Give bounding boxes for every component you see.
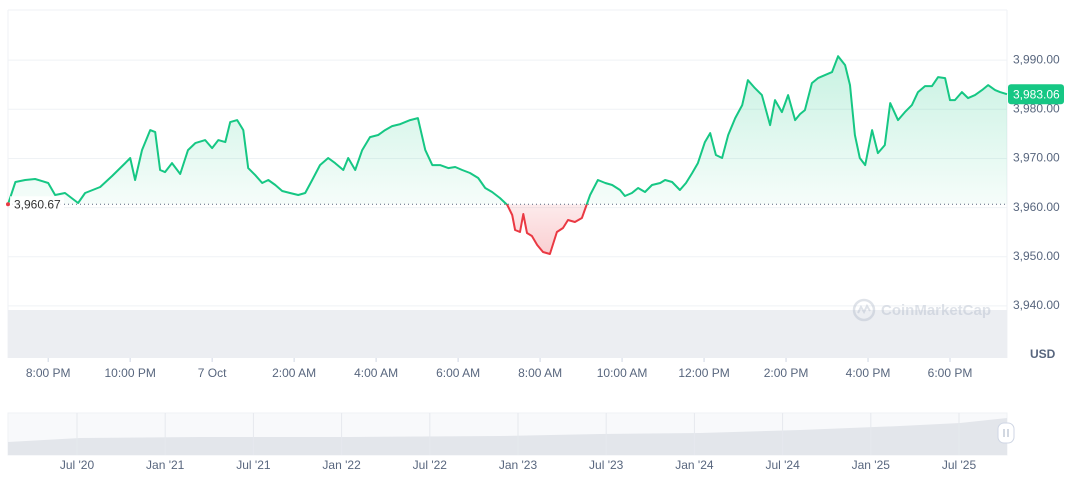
navigator-area (8, 418, 1007, 455)
navigator-label: Jan '21 (146, 458, 185, 472)
navigator-label: Jan '25 (852, 458, 891, 472)
x-tick-label: 8:00 AM (518, 366, 562, 380)
navigator-label: Jan '24 (675, 458, 714, 472)
navigator-label: Jan '23 (499, 458, 538, 472)
y-tick-label: 3,950.00 (1013, 249, 1060, 263)
y-tick-label: 3,980.00 (1013, 101, 1060, 115)
y-tick-label: 3,990.00 (1013, 52, 1060, 66)
navigator-label: Jul '23 (589, 458, 624, 472)
baseline-dot (6, 202, 10, 207)
y-tick-label: 3,940.00 (1013, 298, 1060, 312)
y-unit: USD (1030, 347, 1056, 361)
navigator-handle[interactable] (997, 422, 1015, 444)
volume-band (8, 310, 1007, 358)
x-tick-label: 8:00 PM (26, 366, 71, 380)
last-price-badge (1008, 84, 1064, 105)
y-tick-label: 3,970.00 (1013, 151, 1060, 165)
baseline-label-bg (10, 196, 64, 213)
navigator-label: Jul '22 (413, 458, 448, 472)
x-tick-label: 4:00 PM (846, 366, 891, 380)
x-tick-label: 2:00 AM (272, 366, 316, 380)
x-tick-label: 10:00 AM (597, 366, 648, 380)
x-tick-label: 12:00 PM (678, 366, 729, 380)
x-tick-label: 4:00 AM (354, 366, 398, 380)
x-tick-label: 2:00 PM (764, 366, 809, 380)
x-tick-label: 10:00 PM (104, 366, 155, 380)
x-tick-label: 6:00 AM (436, 366, 480, 380)
navigator-label: Jan '22 (322, 458, 361, 472)
price-area (8, 56, 1007, 255)
navigator-gridlines (76, 413, 960, 455)
navigator-label: Jul '21 (236, 458, 271, 472)
navigator-label: Jul '24 (765, 458, 800, 472)
x-tick-label: 6:00 PM (928, 366, 973, 380)
watermark: CoinMarketCap (852, 298, 991, 322)
baseline-label: 3,960.67 (14, 197, 61, 211)
price-line (7, 55, 1008, 255)
navigator-label: Jul '20 (60, 458, 95, 472)
x-tick-label: 7 Oct (198, 366, 227, 380)
last-price-label: 3,983.06 (1013, 87, 1060, 101)
y-tick-label: 3,960.00 (1013, 200, 1060, 214)
watermark-text: CoinMarketCap (881, 302, 991, 319)
navigator-label: Jul '25 (942, 458, 977, 472)
